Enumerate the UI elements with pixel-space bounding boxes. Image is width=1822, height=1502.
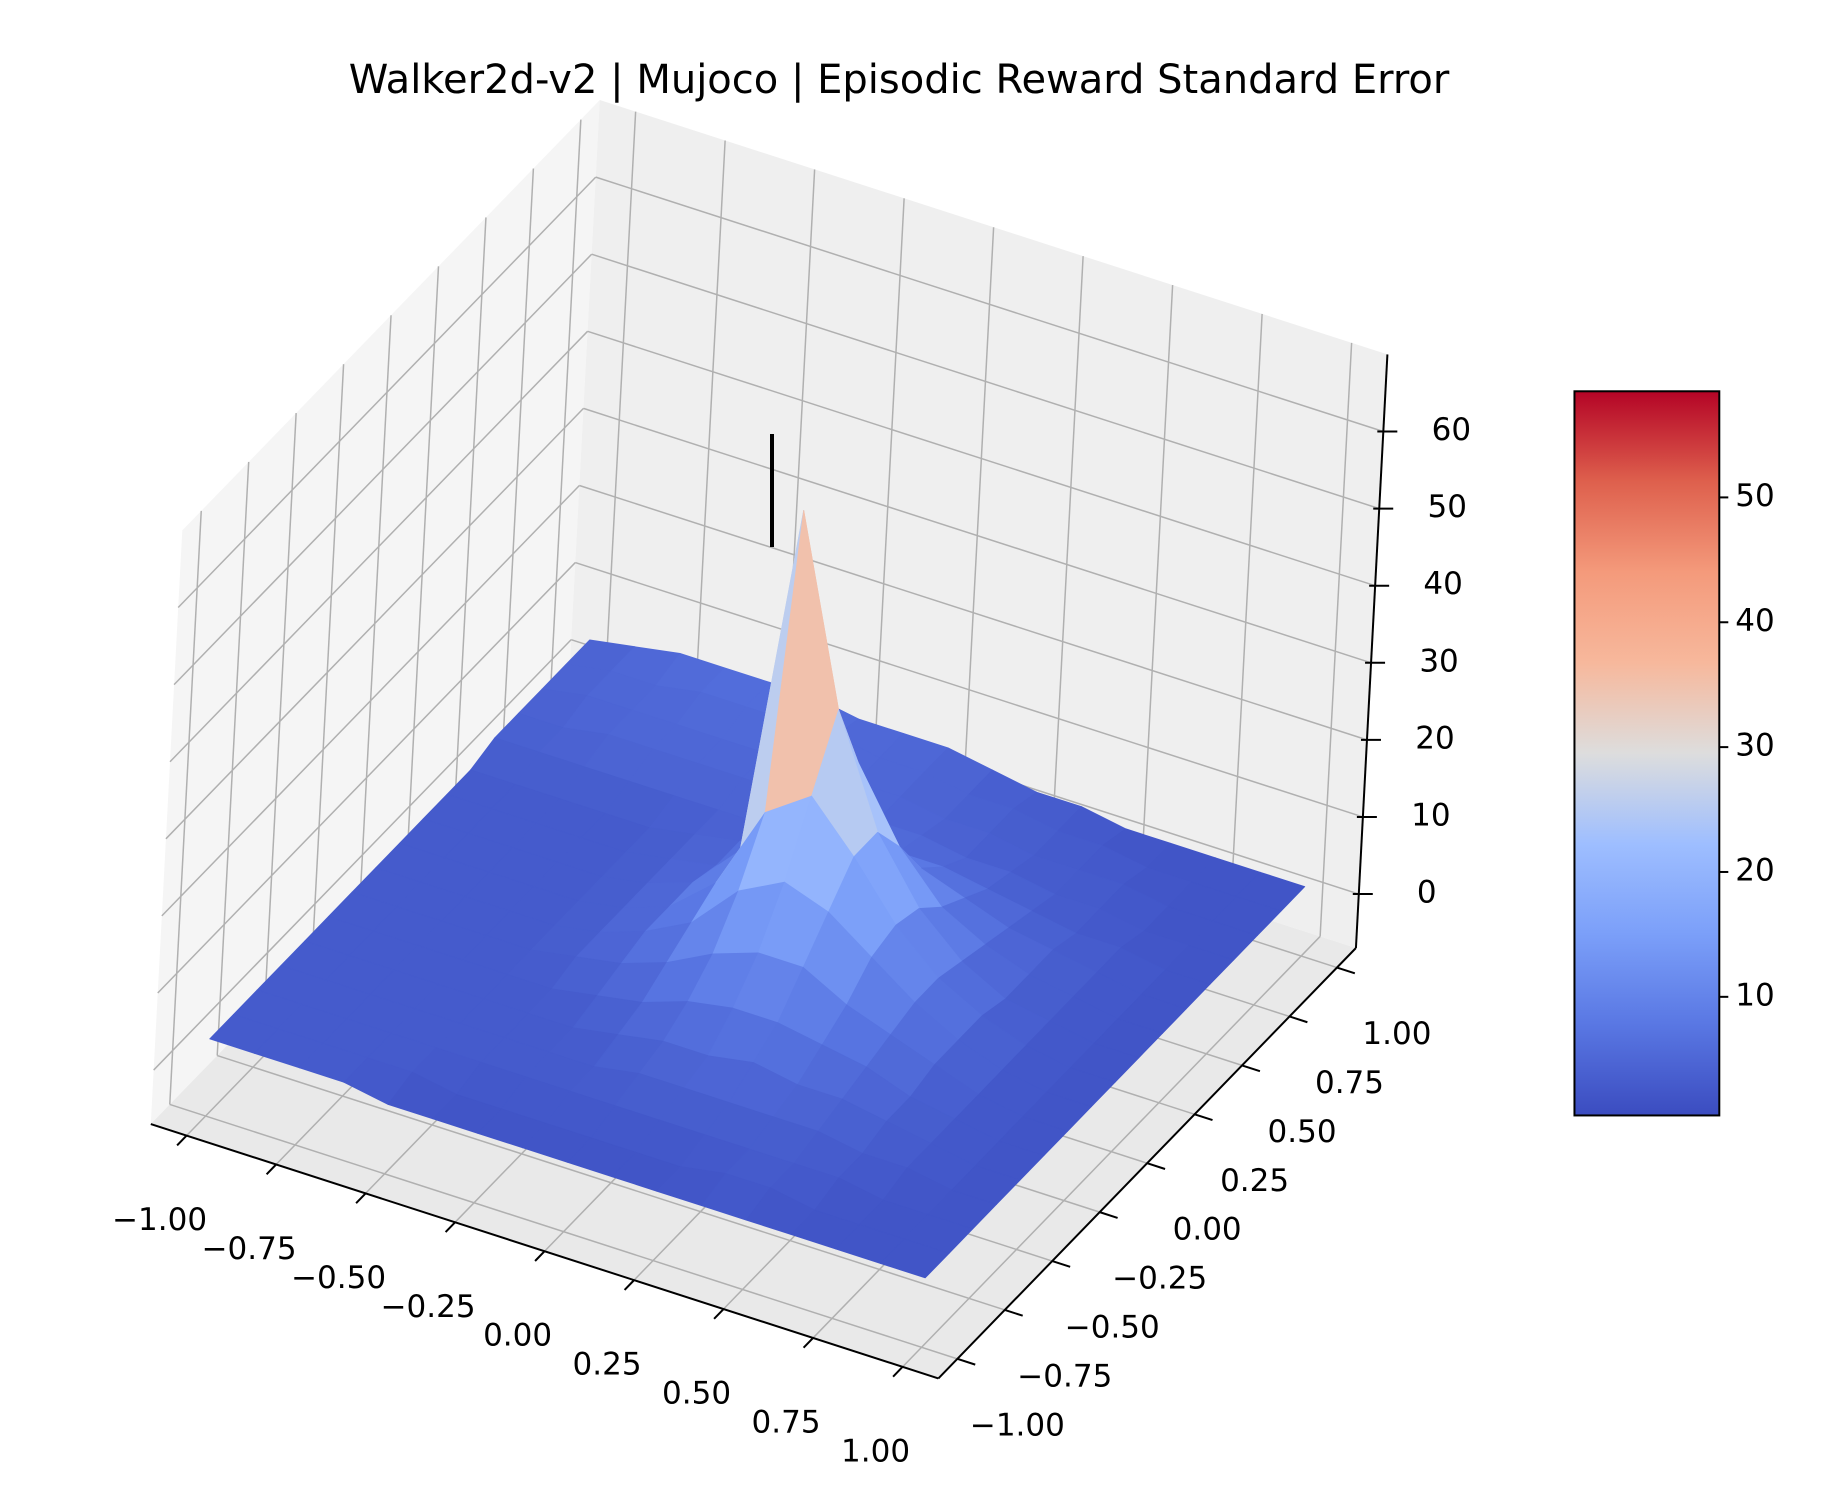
x-tick (713, 1308, 725, 1320)
x-tick-label: −0.25 (381, 1289, 476, 1325)
y-tick (1336, 966, 1356, 975)
y-tick (1051, 1260, 1071, 1268)
y-tick (957, 1357, 976, 1366)
x-axis (150, 1123, 939, 1380)
z-tick-label: 50 (1428, 489, 1467, 525)
grid-line (406, 266, 440, 860)
z-tick-label: 30 (1419, 643, 1458, 679)
x-tick (892, 1366, 904, 1378)
y-tick (1004, 1308, 1024, 1317)
y-tick-label: 0.75 (1315, 1065, 1384, 1101)
grid-line (161, 484, 580, 917)
y-tick-label: 0.50 (1268, 1114, 1337, 1150)
x-tick (355, 1192, 367, 1204)
colorbar-tick-label: 40 (1735, 603, 1774, 639)
grid-line (169, 330, 589, 763)
grid-line (1050, 256, 1084, 850)
colorbar: 10 20 30 40 50 (1573, 390, 1775, 1117)
y-tick-label: −0.50 (1065, 1310, 1160, 1346)
grid-line (1140, 285, 1174, 879)
x-tick (444, 1221, 456, 1233)
grid-line (548, 119, 582, 714)
grid-line (177, 176, 597, 609)
grid-line (501, 168, 535, 763)
x-tick-label: 0.50 (662, 1376, 731, 1412)
grid-line (453, 217, 487, 812)
y-tick-label: 1.00 (1362, 1016, 1431, 1052)
y-tick-label: −1.00 (970, 1407, 1065, 1443)
x-tick-label: 0.00 (483, 1318, 552, 1354)
y-axis (937, 947, 1357, 1380)
z-tick-label: 20 (1415, 720, 1454, 756)
z-axis (1354, 354, 1389, 949)
grid-line (692, 140, 726, 735)
x-tick-label: 0.75 (752, 1404, 821, 1440)
grid-line (587, 330, 1376, 587)
grid-line (311, 364, 345, 958)
grid-line (165, 407, 585, 840)
y-tick (1194, 1113, 1213, 1122)
grid-line (169, 1103, 958, 1360)
x-tick (265, 1163, 277, 1175)
grid-line (595, 176, 1384, 433)
z-tick-label: 60 (1432, 412, 1471, 448)
grid-line (961, 227, 995, 821)
grid-line (1319, 342, 1353, 937)
grid-line (153, 639, 572, 1071)
grid-line (871, 198, 905, 792)
x-tick-label: −0.75 (202, 1231, 297, 1267)
colorbar-tick-label: 20 (1735, 852, 1774, 888)
colorbar-tick-label: 10 (1735, 977, 1774, 1013)
axes: −1.00−0.75−0.50−0.250.000.250.500.751.00… (112, 354, 1471, 1469)
grid-line (579, 484, 1368, 741)
y-tick (1241, 1064, 1261, 1073)
x-tick (623, 1279, 635, 1291)
grid-line (358, 315, 392, 909)
grid-line (1229, 313, 1263, 908)
colorbar-fill (1573, 390, 1721, 1117)
y-tick-label: −0.75 (1017, 1358, 1112, 1394)
y-tick (1099, 1211, 1118, 1219)
chart-title: Walker2d-v2 | Mujoco | Episodic Reward S… (349, 57, 1450, 103)
z-tick-label: 0 (1417, 875, 1437, 911)
y-tick (1289, 1015, 1308, 1024)
grid-line (583, 407, 1372, 664)
grid-line (216, 461, 250, 1056)
grid-line (216, 1054, 1006, 1311)
grid-line (157, 562, 576, 994)
y-tick-label: 0.25 (1220, 1163, 1289, 1199)
x-tick-label: −1.00 (112, 1202, 207, 1238)
grid-line (173, 253, 593, 686)
surface (209, 510, 1306, 1279)
x-tick (534, 1250, 546, 1262)
grid-line (575, 561, 1364, 818)
grid-line (263, 413, 297, 1007)
colorbar-tick-label: 50 (1735, 478, 1774, 514)
grid-line (603, 111, 637, 706)
z-tick-label: 40 (1423, 566, 1462, 602)
x-tick-label: 0.25 (573, 1347, 642, 1383)
y-tick-label: −0.25 (1112, 1261, 1207, 1297)
x-tick-label: −0.50 (291, 1260, 386, 1296)
grid-line (169, 510, 202, 1105)
colorbar-tick-label: 30 (1735, 728, 1774, 764)
y-tick-label: 0.00 (1173, 1212, 1242, 1248)
x-tick (802, 1337, 814, 1349)
grid-line (591, 253, 1380, 510)
surface-face (880, 1238, 950, 1279)
y-tick (1146, 1162, 1166, 1170)
x-tick-label: 1.00 (841, 1433, 910, 1469)
z-tick-label: 10 (1411, 797, 1450, 833)
x-tick (176, 1134, 188, 1147)
